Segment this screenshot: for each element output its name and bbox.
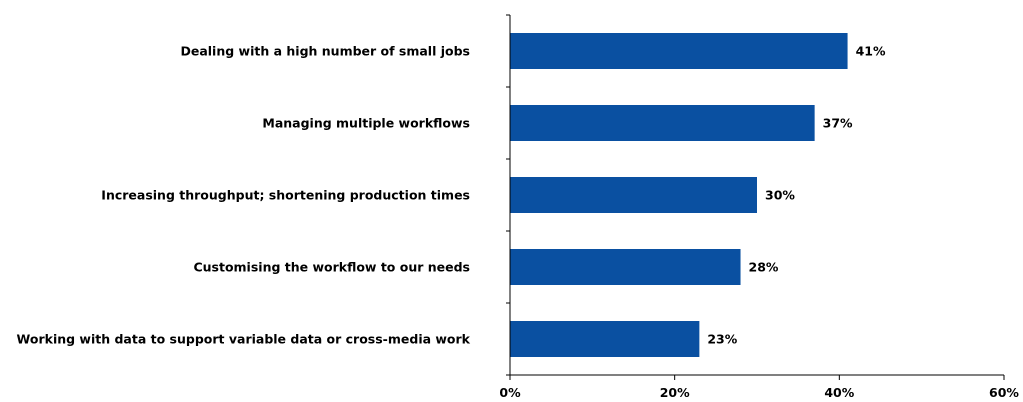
- bar: [510, 321, 700, 357]
- category-label: Working with data to support variable da…: [17, 332, 471, 347]
- data-label: 30%: [765, 188, 795, 203]
- data-label: 41%: [856, 44, 886, 59]
- bar: [510, 105, 815, 141]
- x-tick-label: 0%: [499, 385, 521, 400]
- bar: [510, 33, 848, 69]
- x-tick-label: 40%: [824, 385, 854, 400]
- category-label: Dealing with a high number of small jobs: [180, 44, 470, 59]
- category-label: Increasing throughput; shortening produc…: [101, 188, 470, 203]
- bars-layer: [510, 33, 848, 357]
- data-label: 28%: [749, 260, 779, 275]
- data-label: 37%: [823, 116, 853, 131]
- bar: [510, 249, 741, 285]
- bar: [510, 177, 757, 213]
- x-tick-label: 20%: [660, 385, 690, 400]
- data-label: 23%: [707, 332, 737, 347]
- category-label: Customising the workflow to our needs: [193, 260, 470, 275]
- category-label: Managing multiple workflows: [262, 116, 470, 131]
- labels-layer: Dealing with a high number of small jobs…: [17, 44, 1020, 401]
- x-tick-label: 60%: [989, 385, 1019, 400]
- axes-layer: [506, 14, 1005, 380]
